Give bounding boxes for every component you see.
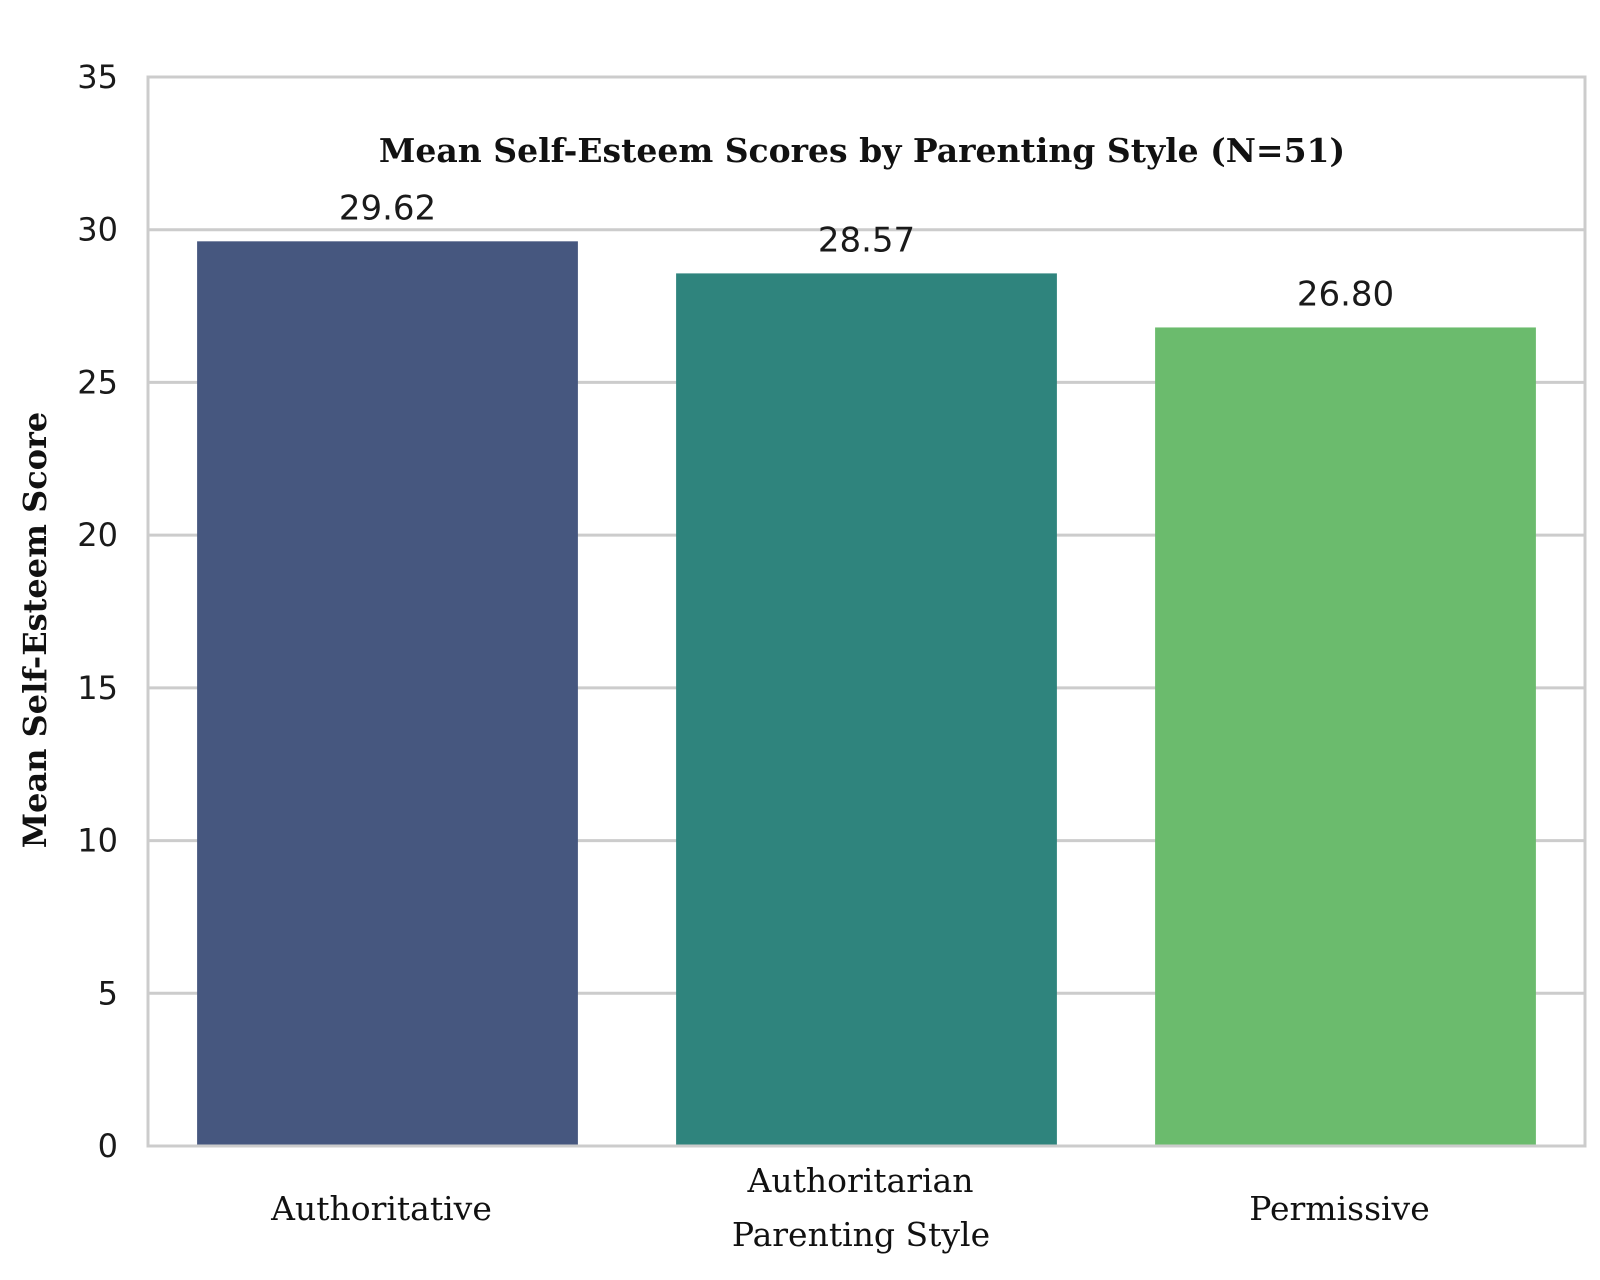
value-label: 29.62 bbox=[339, 188, 436, 228]
y-tick-label: 20 bbox=[77, 516, 118, 554]
x-tick-label: Authoritative bbox=[270, 1189, 492, 1228]
y-tick-label: 25 bbox=[77, 363, 118, 401]
y-tick-label: 5 bbox=[98, 974, 118, 1012]
y-tick-label: 0 bbox=[98, 1127, 118, 1165]
y-tick-label: 30 bbox=[77, 211, 118, 249]
y-tick-label: 35 bbox=[77, 58, 118, 96]
bar-authoritarian bbox=[676, 273, 1057, 1145]
y-axis-title: Mean Self-Esteem Score bbox=[16, 412, 54, 849]
x-axis-title: Parenting Style bbox=[732, 1215, 990, 1254]
y-tick-label: 15 bbox=[77, 669, 118, 707]
value-label: 28.57 bbox=[818, 220, 915, 260]
x-tick-label: Permissive bbox=[1249, 1189, 1429, 1228]
bars bbox=[197, 241, 1536, 1146]
plot-frame bbox=[146, 75, 1587, 1148]
x-tick-label: Authoritarian bbox=[747, 1161, 974, 1200]
value-label: 26.80 bbox=[1297, 274, 1394, 314]
bar-permissive bbox=[1155, 327, 1536, 1145]
y-tick-labels: 0 5 10 15 20 25 30 35 bbox=[77, 58, 118, 1165]
bar-authoritative bbox=[197, 241, 578, 1146]
value-labels: 29.62 28.57 26.80 bbox=[339, 188, 1394, 314]
y-tick-label: 10 bbox=[77, 822, 118, 860]
x-tick-labels: Authoritative Authoritarian Permissive bbox=[270, 1161, 1430, 1228]
chart-title: Mean Self-Esteem Scores by Parenting Sty… bbox=[379, 131, 1345, 170]
